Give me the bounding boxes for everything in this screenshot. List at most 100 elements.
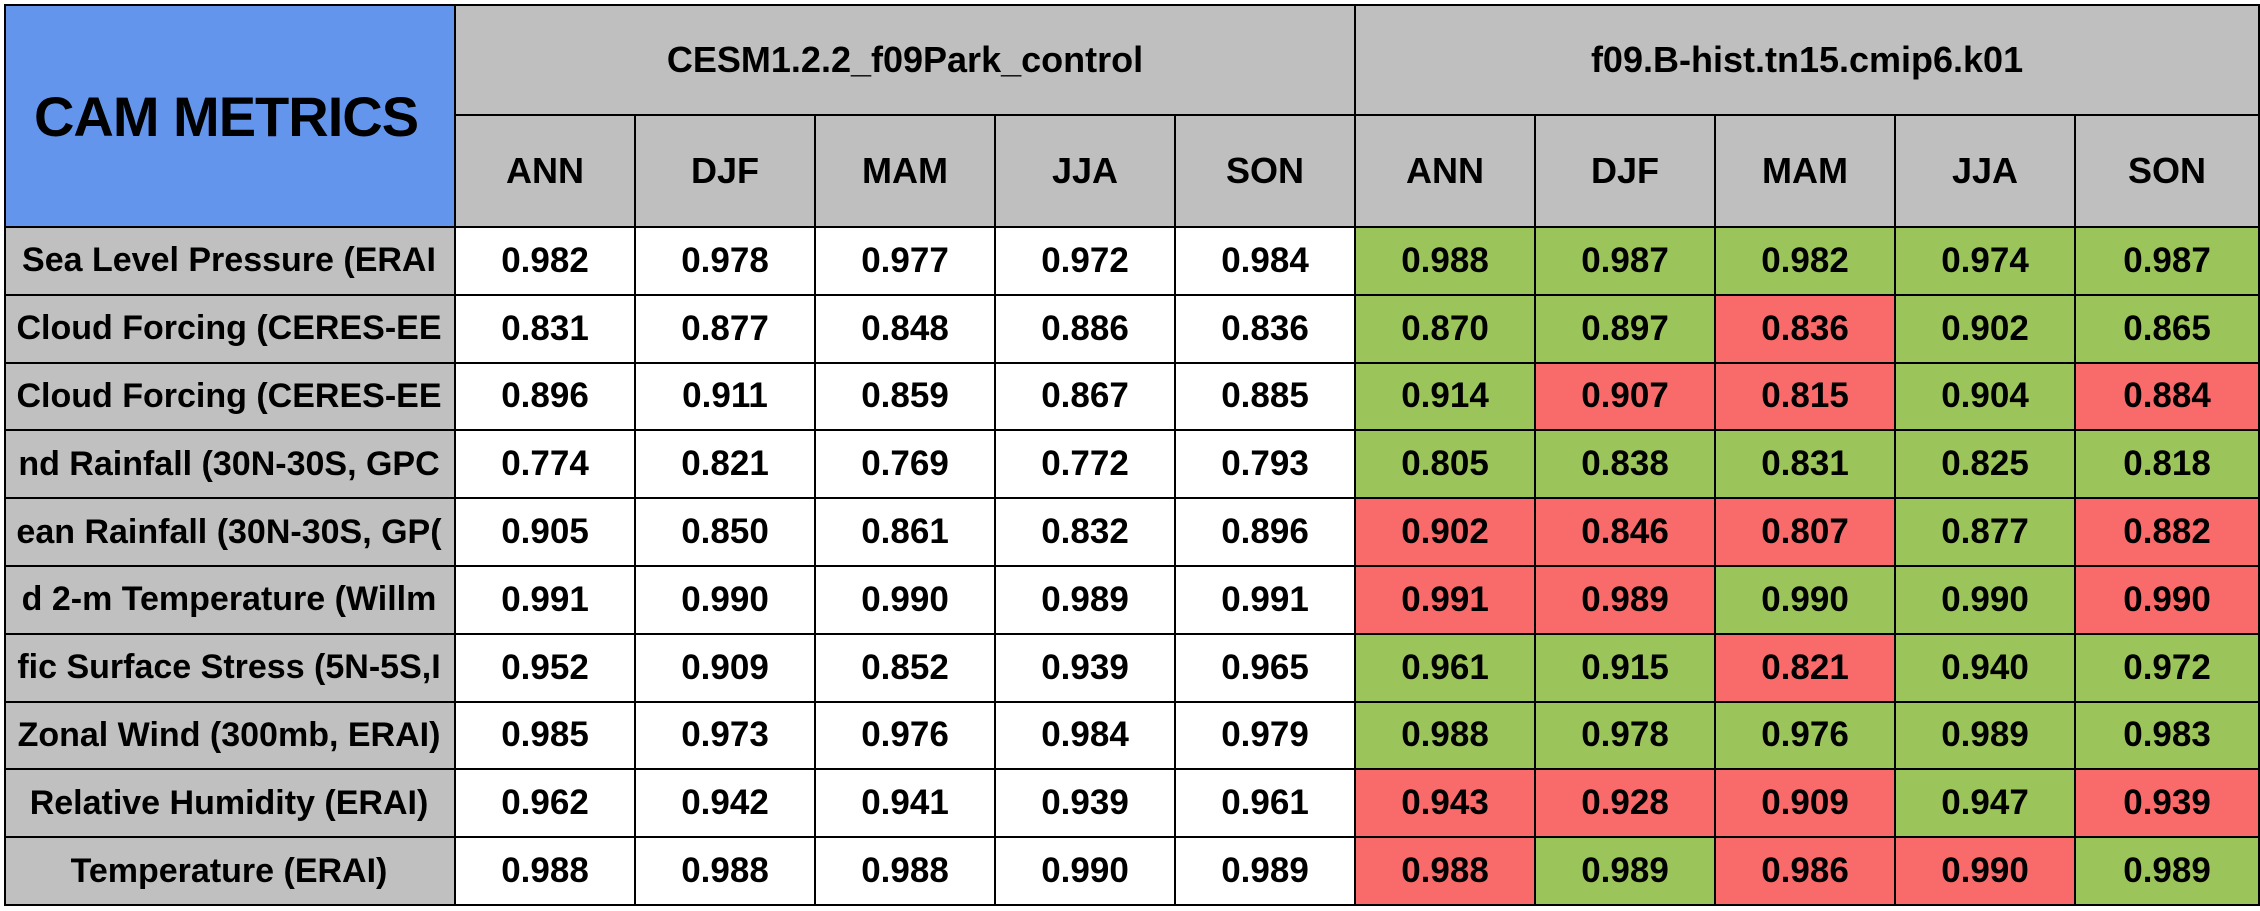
control-value-cell: 0.989 xyxy=(994,564,1176,635)
test-value-cell-better: 0.990 xyxy=(1714,564,1897,635)
control-value-cell: 0.977 xyxy=(814,226,996,296)
test-value-cell-worse: 0.836 xyxy=(1714,293,1897,364)
test-value-cell-better: 0.982 xyxy=(1714,226,1897,296)
control-value-cell: 0.972 xyxy=(994,226,1176,296)
test-value-cell-worse: 0.907 xyxy=(1534,361,1717,432)
test-value-cell-better: 0.989 xyxy=(1894,700,2077,771)
control-value-cell: 0.989 xyxy=(1173,836,1357,906)
season-header-row: ANN DJF MAM JJA SON ANN DJF MAM JJA SON xyxy=(5,114,2260,228)
control-value-cell: 0.941 xyxy=(814,768,996,839)
row-label-text: Cloud Forcing (CERES-EE xyxy=(16,376,442,415)
control-value-cell: 0.978 xyxy=(634,226,816,296)
row-label: fic Surface Stress (5N-5S,I xyxy=(4,632,456,703)
table-row: d 2-m Temperature (Willm 0.991 0.990 0.990 0… xyxy=(4,564,2260,635)
test-value-cell-worse: 0.807 xyxy=(1714,497,1897,567)
control-value-cell: 0.852 xyxy=(814,632,996,703)
test-value-cell-worse: 0.821 xyxy=(1714,632,1897,703)
row-label-text: d 2-m Temperature (Willm xyxy=(21,580,437,619)
table-header: CAM METRICS CESM1.2.2_f09Park_control f0… xyxy=(4,4,2260,228)
test-value-cell-worse: 0.815 xyxy=(1714,361,1897,432)
table-row: Zonal Wind (300mb, ERAI) 0.985 0.973 0.976 0… xyxy=(4,700,2260,771)
test-value-cell-worse: 0.884 xyxy=(2074,361,2260,432)
table-row: Temperature (ERAI) 0.988 0.988 0.988 0.990 0.… xyxy=(4,836,2260,906)
control-value-cell: 0.832 xyxy=(994,497,1176,567)
control-value-cell: 0.769 xyxy=(814,429,996,500)
test-value-cell-better: 0.987 xyxy=(2074,226,2260,296)
control-value-cell: 0.991 xyxy=(454,564,636,635)
test-value-cell-better: 0.825 xyxy=(1894,429,2077,500)
control-value-cell: 0.939 xyxy=(994,632,1176,703)
test-value-cell-worse: 0.990 xyxy=(2074,564,2260,635)
test-value-cell-better: 0.987 xyxy=(1534,226,1717,296)
control-value-cell: 0.772 xyxy=(994,429,1176,500)
control-value-cell: 0.991 xyxy=(1173,564,1357,635)
test-value-cell-better: 0.976 xyxy=(1714,700,1897,771)
table-row: Sea Level Pressure (ERAI 0.982 0.978 0.977 0… xyxy=(4,226,2260,296)
control-value-cell: 0.976 xyxy=(814,700,996,771)
control-value-cell: 0.896 xyxy=(454,361,636,432)
control-value-cell: 0.885 xyxy=(1173,361,1357,432)
control-value-cell: 0.988 xyxy=(814,836,996,906)
row-label-text: ean Rainfall (30N-30S, GP( xyxy=(16,512,442,551)
season-header-test-ann: ANN xyxy=(1354,114,1537,228)
control-value-cell: 0.911 xyxy=(634,361,816,432)
control-value-cell: 0.861 xyxy=(814,497,996,567)
test-value-cell-better: 0.870 xyxy=(1354,293,1537,364)
test-value-cell-worse: 0.846 xyxy=(1534,497,1717,567)
table-row: Relative Humidity (ERAI) 0.962 0.942 0.941 0… xyxy=(4,768,2260,839)
row-label-text: nd Rainfall (30N-30S, GPC xyxy=(18,444,440,483)
row-label: Cloud Forcing (CERES-EE xyxy=(4,361,456,432)
table-title: CAM METRICS xyxy=(4,4,456,228)
test-value-cell-better: 0.989 xyxy=(2074,836,2260,906)
test-value-cell-better: 0.904 xyxy=(1894,361,2077,432)
row-label: d 2-m Temperature (Willm xyxy=(4,564,456,635)
test-value-cell-better: 0.915 xyxy=(1534,632,1717,703)
control-value-cell: 0.942 xyxy=(634,768,816,839)
row-label-text: Zonal Wind (300mb, ERAI) xyxy=(17,715,441,754)
test-value-cell-worse: 0.991 xyxy=(1354,564,1537,635)
table-row: Cloud Forcing (CERES-EE 0.896 0.911 0.859 0.… xyxy=(4,361,2260,432)
row-label-text: Sea Level Pressure (ERAI xyxy=(22,241,436,280)
table-row: Cloud Forcing (CERES-EE 0.831 0.877 0.848 0.… xyxy=(4,293,2260,364)
test-value-cell-better: 0.838 xyxy=(1534,429,1717,500)
control-value-cell: 0.836 xyxy=(1173,293,1357,364)
test-value-cell-better: 0.974 xyxy=(1894,226,2077,296)
row-label: Sea Level Pressure (ERAI xyxy=(4,226,456,296)
control-value-cell: 0.984 xyxy=(1173,226,1357,296)
control-value-cell: 0.859 xyxy=(814,361,996,432)
season-header-control-son: SON xyxy=(1173,114,1357,228)
row-label: Temperature (ERAI) xyxy=(4,836,456,906)
test-value-cell-better: 0.897 xyxy=(1534,293,1717,364)
test-value-cell-better: 0.990 xyxy=(1894,564,2077,635)
model-header-test: f09.B-hist.tn15.cmip6.k01 xyxy=(1354,4,2260,116)
control-value-cell: 0.965 xyxy=(1173,632,1357,703)
table-row: ean Rainfall (30N-30S, GP(0.905 0.850 0.86… xyxy=(4,497,2260,567)
test-value-cell-better: 0.902 xyxy=(1894,293,2077,364)
test-value-cell-better: 0.877 xyxy=(1894,497,2077,567)
test-value-cell-better: 0.805 xyxy=(1354,429,1537,500)
test-value-cell-worse: 0.882 xyxy=(2074,497,2260,567)
control-value-cell: 0.867 xyxy=(994,361,1176,432)
season-header-control-ann: ANN xyxy=(454,114,636,228)
test-value-cell-worse: 0.989 xyxy=(1534,564,1717,635)
test-value-cell-worse: 0.990 xyxy=(1894,836,2077,906)
row-label-text: Relative Humidity (ERAI) xyxy=(29,783,429,822)
control-value-cell: 0.886 xyxy=(994,293,1176,364)
test-value-cell-better: 0.988 xyxy=(1354,700,1537,771)
control-value-cell: 0.985 xyxy=(454,700,636,771)
test-value-cell-better: 0.831 xyxy=(1714,429,1897,500)
table-row: fic Surface Stress (5N-5S,I 0.952 0.909 0.8… xyxy=(4,632,2260,703)
test-value-cell-better: 0.989 xyxy=(1534,836,1717,906)
test-value-cell-better: 0.961 xyxy=(1354,632,1537,703)
cam-metrics-table: CAM METRICS CESM1.2.2_f09Park_control f0… xyxy=(4,4,2260,906)
control-value-cell: 0.973 xyxy=(634,700,816,771)
season-header-test-mam: MAM xyxy=(1714,114,1897,228)
control-value-cell: 0.877 xyxy=(634,293,816,364)
control-value-cell: 0.793 xyxy=(1173,429,1357,500)
row-label: ean Rainfall (30N-30S, GP( xyxy=(4,497,456,567)
control-value-cell: 0.909 xyxy=(634,632,816,703)
control-value-cell: 0.988 xyxy=(454,836,636,906)
control-value-cell: 0.962 xyxy=(454,768,636,839)
test-value-cell-better: 0.947 xyxy=(1894,768,2077,839)
test-value-cell-better: 0.983 xyxy=(2074,700,2260,771)
